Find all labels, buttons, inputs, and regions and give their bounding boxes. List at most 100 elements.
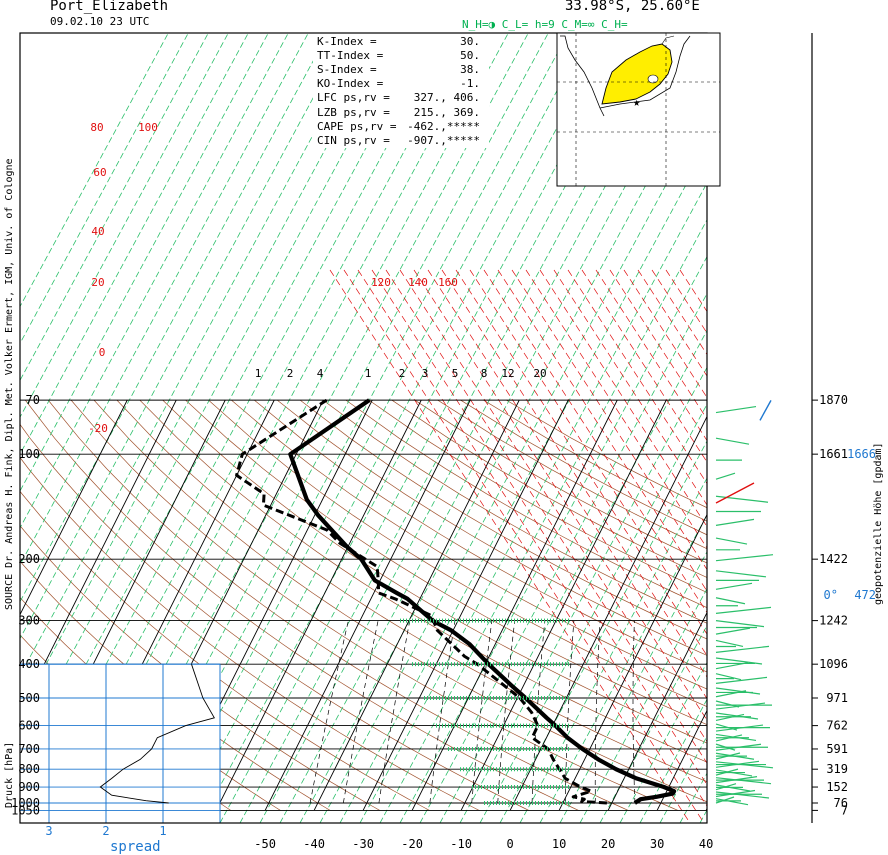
moist-adiabat	[720, 0, 888, 823]
date-time: 09.02.10 23 UTC	[50, 15, 149, 28]
dry-adiabat	[345, 399, 707, 608]
dry-adiabat	[20, 423, 530, 811]
moist-adiabat	[559, 551, 707, 823]
wind-barb	[715, 570, 767, 578]
index-label: LZB ps,rv =	[317, 106, 390, 119]
theta-e-label: 160	[438, 276, 458, 289]
pressure-tick-label: 900	[18, 780, 40, 794]
height-tick-label: 1422	[819, 552, 848, 566]
height-axis-title: geopotenzielle Höhe [gpdam]	[873, 442, 884, 605]
wind-barb	[715, 789, 756, 798]
moist-adiabat	[179, 33, 609, 823]
moist-adiabat	[20, 33, 249, 455]
pressure-tick-label: 100	[18, 447, 40, 461]
plot-frame	[19, 32, 708, 824]
indices-background	[313, 33, 489, 148]
equiv-pot-temp-line	[679, 269, 707, 313]
index-value: -462.,*****	[407, 120, 480, 133]
height-tick-label: 152	[826, 780, 848, 794]
mixing-ratio-line	[342, 620, 379, 804]
temperature-tick-label: 30	[650, 837, 664, 851]
wind-barb	[715, 769, 753, 777]
height-tick-label: 76	[834, 796, 848, 810]
equiv-pot-temp-line	[539, 269, 707, 528]
wind-barb	[715, 645, 770, 653]
freezing-level-height: 472	[854, 588, 876, 602]
index-label: LFC ps,rv =	[317, 91, 390, 104]
potential-temperature-label: 20	[91, 276, 104, 289]
mixing-ratio-label: 1	[365, 367, 372, 380]
index-label: CIN ps,rv =	[317, 134, 390, 147]
mixing-ratio-line	[594, 620, 601, 803]
wind-barb	[715, 627, 751, 635]
pressure-tick-label: 700	[18, 742, 40, 756]
potential-temperature-label: 40	[91, 225, 104, 238]
equiv-pot-temp-line	[581, 269, 707, 463]
wind-barb	[715, 554, 774, 562]
mixing-ratio-line	[497, 620, 516, 804]
wind-barb	[715, 712, 759, 720]
isotherm	[20, 399, 177, 714]
height-tick-label: 1870	[819, 393, 848, 407]
mixing-ratio-line	[632, 620, 636, 804]
spread-line	[99, 664, 215, 804]
wind-barb	[715, 639, 744, 648]
moist-adiabat	[20, 33, 189, 345]
moist-adiabat	[539, 514, 707, 823]
dry-adiabat	[162, 399, 707, 744]
mixing-ratio-label: 12	[501, 367, 514, 380]
spread-tick-label: 3	[45, 824, 52, 838]
wind-barb	[715, 606, 772, 614]
height-tick-label: 971	[826, 691, 848, 705]
mixing-ratio-line	[531, 620, 546, 804]
dry-adiabat	[368, 399, 707, 593]
wind-barb	[715, 472, 736, 480]
temperature-tick-label: 20	[601, 837, 615, 851]
mixing-ratio-label: 3	[422, 367, 429, 380]
equiv-pot-temp-line	[595, 269, 707, 442]
pressure-tick-label: 70	[26, 393, 40, 407]
dry-adiabat	[299, 399, 707, 640]
mixing-ratio-line	[471, 620, 493, 804]
isotherm	[362, 399, 569, 811]
height-tick-label: 1242	[819, 614, 848, 628]
temperature-tick-label: -50	[254, 837, 276, 851]
moist-adiabat	[20, 33, 269, 492]
moist-adiabat	[740, 0, 888, 823]
temperature-tick-label: 40	[699, 837, 713, 851]
temperature-tick-label: -10	[450, 837, 472, 851]
moist-adiabat	[760, 0, 888, 823]
wind-barb	[715, 713, 745, 722]
isotherm	[607, 611, 707, 811]
moist-adiabat	[499, 440, 707, 823]
index-value: 30.	[460, 35, 480, 48]
dry-adiabat	[70, 399, 679, 811]
spread-tick-label: 2	[102, 824, 109, 838]
mixing-ratio-line	[429, 620, 456, 804]
max-wind-barb	[759, 400, 772, 421]
cloud-info: N_H=◑ C_L= h=9 C_M=∞ C_H=	[462, 18, 628, 31]
temperature-tick-label: -40	[303, 837, 325, 851]
mixing-ratio-label: 8	[481, 367, 488, 380]
moist-adiabat	[20, 33, 329, 603]
source-credit: SOURCE Dr. Andreas H. Fink, Dipl. Met. V…	[4, 158, 15, 610]
wind-barb	[715, 676, 768, 684]
wind-barb	[715, 733, 757, 742]
wind-barb	[715, 743, 736, 751]
dry-adiabat	[322, 399, 707, 624]
y-axis-title: Druck [hPa]	[4, 742, 15, 808]
temperature-tick-label: 10	[552, 837, 566, 851]
wind-barb	[715, 518, 755, 526]
index-value: 327., 406.	[414, 91, 480, 104]
spread-tick-label: 1	[159, 824, 166, 838]
moist-adiabat	[20, 33, 169, 308]
pressure-tick-label: 200	[18, 552, 40, 566]
wind-barb	[715, 777, 772, 785]
moist-adiabat	[379, 219, 707, 823]
index-label: KO-Index =	[317, 77, 384, 90]
moist-adiabat	[519, 477, 707, 823]
isotherm	[264, 399, 471, 811]
dry-adiabat	[208, 399, 707, 708]
height-tick-label: 7	[841, 803, 848, 817]
